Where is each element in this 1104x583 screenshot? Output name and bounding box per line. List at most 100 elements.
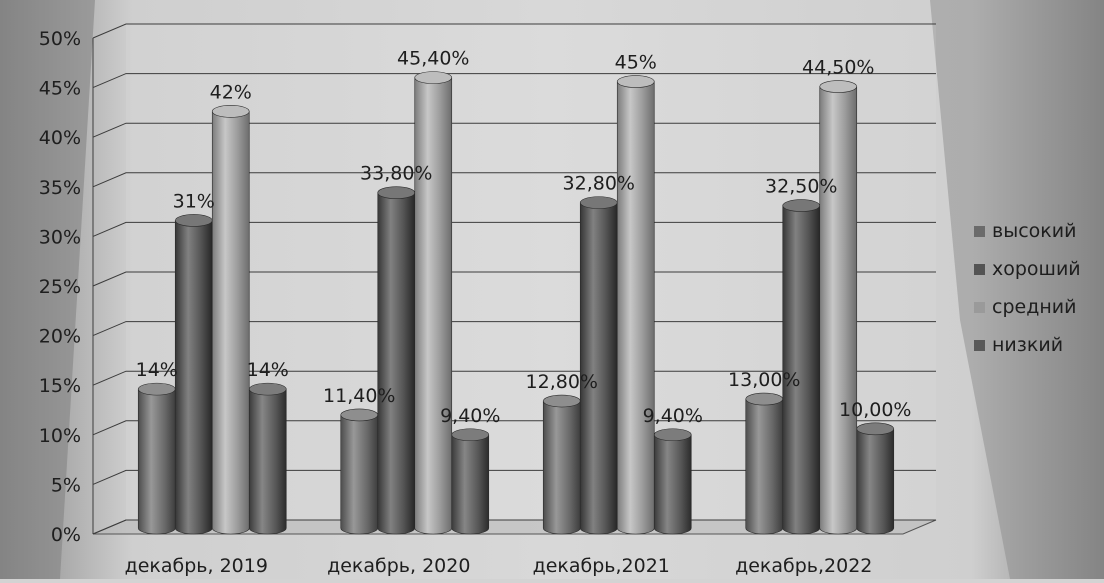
- gridline: [92, 172, 936, 188]
- bar-top: [377, 186, 416, 200]
- bar: [745, 392, 784, 535]
- bar: [579, 196, 618, 535]
- bar: [414, 71, 453, 535]
- data-label: 9,40%: [643, 405, 703, 427]
- legend: высокий хороший средний низкий: [974, 212, 1081, 364]
- data-label: 45%: [615, 52, 657, 74]
- bar-body: [579, 202, 618, 535]
- bar-top: [340, 408, 379, 422]
- bar-body: [782, 205, 821, 535]
- bar: [616, 75, 655, 535]
- gridline: [92, 73, 936, 89]
- y-tick-label: 0%: [51, 524, 81, 546]
- bar-top: [211, 105, 250, 118]
- gridline: [92, 370, 936, 386]
- data-label: 44,50%: [802, 57, 874, 79]
- bar-body: [137, 388, 176, 535]
- data-label: 14%: [136, 359, 178, 381]
- bar-body: [542, 400, 581, 535]
- x-tick-label: декабрь,2021: [533, 555, 670, 577]
- bar-top: [137, 382, 176, 396]
- gridline: [92, 221, 936, 237]
- bar-top: [542, 394, 581, 408]
- bar-body: [248, 388, 287, 535]
- legend-label: средний: [992, 296, 1077, 318]
- legend-item: низкий: [974, 326, 1081, 364]
- background-shape-right: [930, 0, 1104, 579]
- bar-body: [414, 77, 453, 535]
- bar-top: [653, 428, 692, 442]
- data-label: 42%: [210, 81, 252, 103]
- bar-top: [579, 196, 618, 209]
- bar-body: [856, 428, 895, 535]
- bar-body: [616, 81, 655, 535]
- bar: [856, 422, 895, 535]
- legend-item: средний: [974, 288, 1081, 326]
- data-label: 33,80%: [360, 163, 432, 185]
- y-tick-label: 10%: [39, 425, 81, 447]
- bar: [211, 105, 250, 535]
- bar: [782, 199, 821, 535]
- data-label: 12,80%: [526, 371, 598, 393]
- data-label: 9,40%: [440, 405, 500, 427]
- bar-body: [819, 86, 858, 535]
- bar: [451, 428, 490, 535]
- bar-body: [653, 434, 692, 535]
- bar: [248, 382, 287, 535]
- bar: [542, 394, 581, 535]
- data-label: 45,40%: [397, 48, 469, 70]
- bar-body: [451, 434, 490, 535]
- bar-body: [174, 220, 213, 535]
- legend-label: высокий: [992, 220, 1077, 242]
- bar-body: [745, 398, 784, 535]
- bar-top: [248, 382, 287, 396]
- x-tick-label: декабрь,2022: [735, 555, 872, 577]
- bar: [377, 186, 416, 535]
- data-label: 32,50%: [765, 176, 837, 198]
- bar-top: [856, 422, 895, 436]
- bar-top: [451, 428, 490, 442]
- y-tick-label: 45%: [39, 78, 81, 100]
- bar-top: [782, 199, 821, 212]
- bar-top: [819, 80, 858, 93]
- legend-label: низкий: [992, 334, 1064, 356]
- bar: [340, 408, 379, 535]
- legend-swatch: [974, 225, 985, 237]
- data-label: 13,00%: [728, 369, 800, 391]
- bar-top: [616, 75, 655, 88]
- legend-item: высокий: [974, 212, 1081, 250]
- legend-swatch: [974, 339, 985, 351]
- legend-swatch: [974, 301, 985, 313]
- bar-top: [414, 71, 453, 84]
- gridline: [92, 271, 936, 287]
- y-tick-label: 30%: [39, 226, 81, 248]
- x-tick-label: декабрь, 2019: [125, 555, 268, 577]
- y-tick-label: 25%: [39, 276, 81, 298]
- bar-body: [211, 111, 250, 535]
- bar: [137, 382, 176, 535]
- bar-top: [174, 214, 213, 227]
- bar: [174, 214, 213, 535]
- bar: [819, 80, 858, 535]
- data-label: 10,00%: [839, 399, 911, 421]
- y-tick-label: 35%: [39, 177, 81, 199]
- gridline: [92, 321, 936, 337]
- y-tick-label: 50%: [39, 28, 81, 50]
- legend-item: хороший: [974, 250, 1081, 288]
- bar: [653, 428, 692, 535]
- bar-body: [340, 414, 379, 535]
- data-label: 32,80%: [563, 173, 635, 195]
- x-tick-label: декабрь, 2020: [327, 555, 470, 577]
- bar-body: [377, 192, 416, 535]
- gridline: [92, 420, 936, 436]
- bar-top: [745, 392, 784, 406]
- data-label: 31%: [173, 190, 215, 212]
- gridline: [92, 122, 936, 138]
- y-tick-label: 15%: [39, 375, 81, 397]
- gridline: [92, 23, 936, 39]
- legend-label: хороший: [992, 258, 1081, 280]
- legend-swatch: [974, 263, 985, 275]
- y-tick-label: 20%: [39, 326, 81, 348]
